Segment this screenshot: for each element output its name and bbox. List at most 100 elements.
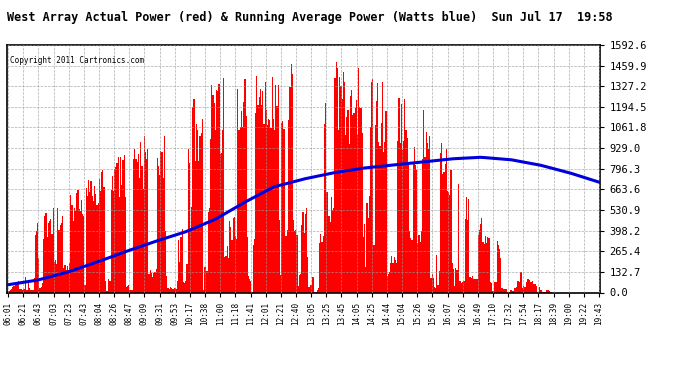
Bar [14, 284, 16, 292]
Bar [340, 87, 342, 292]
Bar [510, 290, 511, 292]
Bar [94, 186, 95, 292]
Bar [164, 136, 165, 292]
Bar [362, 133, 363, 292]
Bar [523, 286, 524, 292]
Bar [363, 237, 364, 292]
Bar [519, 282, 520, 292]
Bar [86, 188, 87, 292]
Bar [166, 276, 168, 292]
Bar [70, 195, 72, 292]
Bar [464, 219, 466, 292]
Bar [513, 291, 515, 292]
Bar [264, 82, 266, 292]
Bar [159, 176, 160, 292]
Bar [113, 191, 114, 292]
Bar [335, 62, 337, 292]
Bar [255, 113, 256, 292]
Bar [32, 290, 34, 292]
Bar [274, 129, 275, 292]
Bar [344, 82, 345, 292]
Bar [259, 89, 261, 292]
Bar [535, 286, 537, 292]
Bar [505, 289, 506, 292]
Bar [385, 111, 386, 292]
Bar [217, 91, 218, 292]
Bar [24, 289, 26, 292]
Bar [206, 271, 208, 292]
Bar [401, 104, 402, 292]
Bar [90, 181, 92, 292]
Bar [11, 289, 12, 292]
Bar [391, 256, 393, 292]
Bar [502, 289, 504, 292]
Bar [307, 257, 308, 292]
Bar [280, 275, 281, 292]
Bar [332, 210, 333, 292]
Bar [168, 289, 170, 292]
Bar [43, 239, 44, 292]
Bar [469, 278, 471, 292]
Bar [270, 128, 272, 292]
Bar [195, 160, 196, 292]
Bar [376, 101, 377, 292]
Bar [413, 164, 414, 292]
Bar [64, 265, 66, 292]
Bar [74, 208, 75, 292]
Bar [498, 245, 499, 292]
Bar [239, 127, 241, 292]
Bar [52, 208, 54, 292]
Bar [219, 154, 221, 292]
Bar [549, 291, 550, 292]
Bar [475, 279, 477, 292]
Bar [428, 149, 429, 292]
Bar [415, 165, 416, 292]
Bar [161, 152, 163, 292]
Bar [197, 130, 198, 292]
Bar [261, 105, 262, 292]
Bar [277, 84, 279, 292]
Bar [223, 78, 224, 292]
Bar [328, 216, 330, 292]
Bar [356, 100, 357, 292]
Bar [482, 242, 484, 292]
Bar [9, 291, 10, 292]
Bar [39, 288, 41, 292]
Bar [87, 196, 88, 292]
Bar [490, 282, 491, 292]
Bar [158, 166, 159, 292]
Bar [179, 262, 180, 292]
Bar [230, 227, 231, 292]
Bar [529, 280, 530, 292]
Bar [304, 233, 305, 292]
Bar [160, 152, 161, 292]
Bar [448, 192, 449, 292]
Bar [457, 184, 459, 292]
Bar [381, 123, 382, 292]
Bar [421, 231, 422, 292]
Bar [437, 285, 439, 292]
Bar [130, 290, 132, 292]
Bar [366, 203, 368, 292]
Bar [88, 180, 89, 292]
Bar [224, 257, 226, 292]
Bar [242, 127, 243, 292]
Bar [233, 218, 234, 292]
Bar [395, 260, 396, 292]
Bar [400, 143, 401, 292]
Bar [218, 84, 219, 292]
Bar [105, 281, 106, 292]
Bar [485, 236, 486, 292]
Bar [406, 138, 408, 292]
Bar [28, 282, 29, 292]
Bar [80, 211, 81, 292]
Bar [172, 290, 173, 292]
Bar [122, 160, 124, 292]
Bar [191, 207, 193, 292]
Bar [377, 83, 378, 292]
Bar [175, 288, 176, 292]
Bar [229, 221, 230, 292]
Bar [338, 130, 339, 292]
Bar [390, 263, 391, 292]
Bar [459, 282, 460, 292]
